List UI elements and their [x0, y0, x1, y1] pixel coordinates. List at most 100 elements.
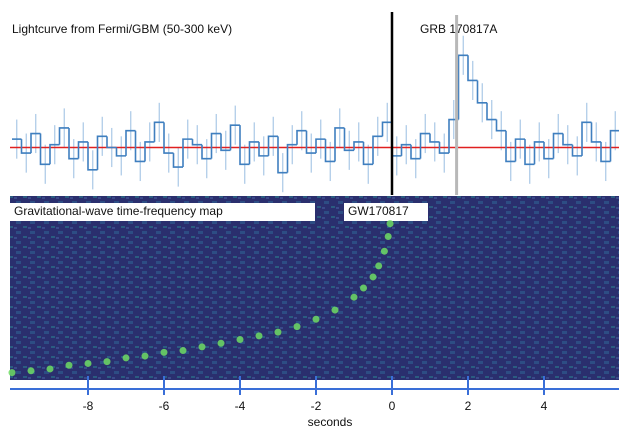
gw-label: GW170817 — [348, 204, 409, 218]
x-tick-label: 2 — [465, 399, 472, 413]
chirp-point — [8, 369, 16, 377]
x-tick-label: 0 — [389, 399, 396, 413]
step — [381, 121, 392, 137]
step — [533, 141, 544, 165]
grb-label: GRB 170817A — [420, 22, 497, 36]
step — [467, 55, 478, 82]
step — [153, 121, 164, 142]
step — [429, 133, 440, 143]
step — [353, 141, 364, 151]
chirp-point — [384, 232, 392, 240]
step — [106, 136, 117, 149]
chirp-point — [360, 284, 367, 292]
step — [552, 132, 563, 159]
chirp-point — [179, 347, 187, 355]
chirp-point — [375, 262, 383, 270]
step — [324, 139, 335, 163]
step — [514, 138, 525, 162]
step — [343, 127, 354, 152]
chirp-point — [84, 359, 92, 367]
chirp-point — [350, 293, 358, 301]
step — [134, 130, 145, 163]
chirp-point — [255, 332, 263, 340]
chirp-point — [369, 273, 377, 281]
step — [258, 141, 269, 157]
chirp-point — [312, 315, 320, 323]
step — [362, 141, 373, 166]
step — [562, 133, 573, 146]
chirp-point — [217, 339, 225, 347]
x-tick-label: -6 — [159, 399, 170, 413]
step — [201, 144, 212, 160]
map-title: Gravitational-wave time-frequency map — [14, 204, 223, 218]
step — [571, 144, 582, 157]
step — [372, 135, 383, 165]
step — [229, 124, 240, 151]
lightcurve-title: Lightcurve from Fermi/GBM (50-300 keV) — [12, 22, 232, 36]
step — [58, 127, 69, 145]
step — [277, 136, 288, 174]
chirp-point — [122, 354, 130, 362]
map-background — [10, 196, 619, 380]
chirp-point — [293, 323, 301, 331]
step — [172, 153, 183, 168]
chirp-point — [160, 348, 168, 356]
step — [419, 132, 430, 159]
chirp-point — [386, 220, 394, 228]
step — [239, 125, 250, 166]
step — [49, 143, 60, 165]
step — [191, 139, 202, 146]
step — [267, 135, 278, 156]
step — [581, 121, 592, 156]
step — [505, 130, 516, 163]
step — [77, 141, 88, 159]
step — [476, 80, 487, 104]
x-axis-label: seconds — [308, 415, 353, 429]
step — [96, 135, 107, 170]
step — [543, 141, 554, 160]
x-tick-label: -4 — [235, 399, 246, 413]
step — [438, 141, 449, 154]
chirp-point — [331, 306, 339, 314]
step — [600, 141, 611, 163]
step — [39, 133, 50, 166]
chirp-point — [65, 361, 73, 369]
chirp-point — [380, 247, 388, 255]
step — [457, 54, 468, 120]
step — [182, 138, 193, 168]
step — [286, 143, 297, 173]
chirp-point — [236, 336, 244, 344]
step — [305, 130, 316, 154]
step — [315, 138, 326, 154]
chirp-point — [274, 328, 282, 336]
step — [486, 102, 497, 121]
x-tick-label: -2 — [311, 399, 322, 413]
step — [296, 129, 307, 145]
step — [248, 141, 259, 165]
step — [495, 119, 506, 132]
gw-label-box — [344, 203, 428, 221]
step — [220, 133, 231, 152]
x-tick-label: 4 — [541, 399, 548, 413]
step — [524, 139, 535, 166]
step — [590, 122, 601, 143]
step — [125, 129, 136, 156]
step — [68, 127, 79, 160]
chirp-point — [141, 352, 149, 360]
chirp-point — [103, 358, 111, 366]
step — [87, 141, 98, 171]
step — [115, 147, 126, 157]
step — [20, 139, 31, 154]
step — [334, 127, 345, 162]
step — [210, 132, 221, 159]
step — [400, 143, 411, 156]
chirp-point — [46, 365, 54, 373]
x-tick-label: -8 — [83, 399, 94, 413]
step — [163, 122, 174, 154]
step — [30, 132, 41, 154]
step — [410, 144, 421, 160]
step — [609, 129, 619, 162]
chirp-point — [198, 343, 206, 351]
